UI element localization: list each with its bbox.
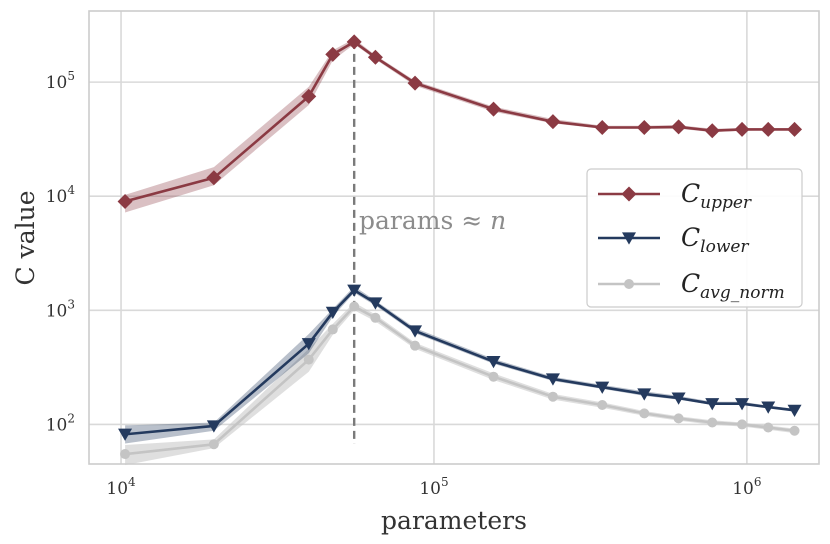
marker-lower xyxy=(595,381,610,394)
x-tick-label: 106 xyxy=(732,475,761,499)
marker-lower xyxy=(301,338,316,351)
marker-avg-norm xyxy=(707,417,718,428)
marker-lower xyxy=(705,398,720,411)
marker-upper xyxy=(704,123,720,139)
marker-avg-norm xyxy=(120,449,131,460)
y-tick-label: 103 xyxy=(46,297,75,321)
marker-upper xyxy=(206,170,222,186)
marker-lower xyxy=(671,392,686,405)
marker-upper xyxy=(117,193,133,209)
marker-avg-norm xyxy=(208,439,219,450)
annotation-var: n xyxy=(490,206,506,235)
marker-lower xyxy=(118,428,133,441)
marker-upper xyxy=(671,119,687,135)
line-avg-norm xyxy=(124,305,795,456)
line-lower xyxy=(124,288,795,436)
marker-lower xyxy=(637,388,652,401)
marker-avg-norm xyxy=(737,419,748,430)
marker-avg-norm xyxy=(327,324,338,335)
y-tick-label: 104 xyxy=(46,183,76,207)
marker-avg-norm xyxy=(547,391,558,402)
legend-marker-upper xyxy=(621,186,637,202)
marker-upper xyxy=(594,120,610,136)
marker-avg-norm xyxy=(410,340,421,351)
marker-avg-norm xyxy=(370,312,381,323)
marker-upper xyxy=(545,114,561,130)
marker-avg-norm xyxy=(763,422,774,433)
marker-lower xyxy=(408,325,423,338)
annotation-prefix: params ≈ xyxy=(359,206,490,235)
marker-avg-norm xyxy=(303,354,314,365)
marker-avg-norm xyxy=(597,400,608,411)
marker-upper xyxy=(301,88,317,104)
marker-lower xyxy=(735,398,750,411)
marker-avg-norm xyxy=(349,301,360,312)
legend-label-upper: Cupper xyxy=(681,179,752,213)
plot-frame xyxy=(88,10,820,465)
line-upper xyxy=(124,40,795,203)
tick-labels: 104 105 106 102 103 104 105 xyxy=(46,69,762,499)
marker-lower xyxy=(486,356,501,369)
marker-upper xyxy=(734,121,750,137)
legend-label-avg-norm: Cavg_norm xyxy=(681,269,785,303)
marker-lower xyxy=(787,404,802,417)
marker-lower xyxy=(368,297,383,310)
marker-upper xyxy=(760,121,776,137)
legend-frame xyxy=(586,168,803,308)
series-markers xyxy=(117,34,803,460)
marker-lower xyxy=(761,401,776,414)
marker-upper xyxy=(636,120,652,136)
y-tick-label: 105 xyxy=(46,69,75,93)
band-upper xyxy=(125,38,795,213)
annotation-text: params ≈ n xyxy=(359,206,506,235)
marker-lower xyxy=(347,284,362,297)
marker-lower xyxy=(545,373,560,386)
marker-lower xyxy=(206,420,221,433)
legend-marker-lower xyxy=(622,232,636,245)
y-tick-label: 102 xyxy=(46,411,75,435)
marker-avg-norm xyxy=(673,413,684,424)
series-lines xyxy=(124,40,795,456)
marker-lower xyxy=(325,306,340,319)
marker-avg-norm xyxy=(639,408,650,419)
marker-upper xyxy=(325,46,341,62)
marker-upper xyxy=(346,34,362,50)
legend: Cupper Clower Cavg_norm xyxy=(586,168,803,308)
marker-avg-norm xyxy=(488,371,499,382)
marker-upper xyxy=(407,75,423,91)
x-tick-label: 104 xyxy=(106,475,136,499)
legend-marker-avg-norm xyxy=(624,279,634,289)
x-tick-label: 105 xyxy=(419,475,448,499)
marker-upper xyxy=(486,101,502,117)
marker-avg-norm xyxy=(789,425,800,436)
marker-upper xyxy=(787,121,803,137)
band-avg-norm xyxy=(125,302,795,466)
marker-upper xyxy=(367,49,383,65)
y-axis-label: C value xyxy=(11,191,40,286)
x-axis-label: parameters xyxy=(381,506,527,535)
legend-label-lower: Clower xyxy=(681,223,749,257)
